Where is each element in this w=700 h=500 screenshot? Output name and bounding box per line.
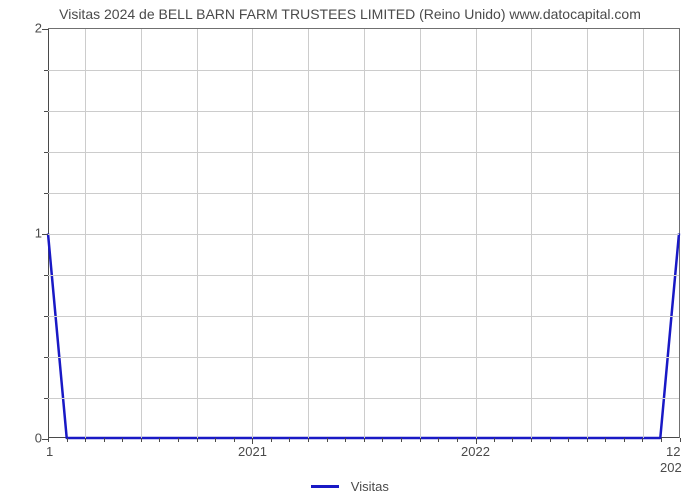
xtick-minor xyxy=(587,438,588,442)
ytick-minor xyxy=(44,152,48,153)
xtick-minor xyxy=(550,438,551,442)
ytick-major xyxy=(42,234,48,235)
xtick-minor xyxy=(661,438,662,442)
ytick-minor xyxy=(44,316,48,317)
xtick-minor xyxy=(438,438,439,442)
xtick-minor xyxy=(420,438,421,442)
xtick-minor xyxy=(85,438,86,442)
gridline-horizontal xyxy=(48,234,679,235)
gridline-horizontal xyxy=(48,275,679,276)
xtick-minor xyxy=(401,438,402,442)
ytick-minor xyxy=(44,398,48,399)
ytick-minor xyxy=(44,193,48,194)
xtick-minor xyxy=(327,438,328,442)
xtick-label: 2022 xyxy=(461,444,490,459)
xtick-minor xyxy=(382,438,383,442)
xaxis-right-end-label-2: 202 xyxy=(660,460,682,475)
plot-area xyxy=(48,28,680,438)
ytick-minor xyxy=(44,70,48,71)
xtick-minor xyxy=(178,438,179,442)
gridline-horizontal xyxy=(48,70,679,71)
chart-title: Visitas 2024 de BELL BARN FARM TRUSTEES … xyxy=(0,6,700,22)
xtick-minor xyxy=(531,438,532,442)
xtick-minor xyxy=(141,438,142,442)
xtick-minor xyxy=(624,438,625,442)
legend-swatch xyxy=(311,485,339,488)
xtick-minor xyxy=(680,438,681,442)
xtick-minor xyxy=(159,438,160,442)
gridline-horizontal xyxy=(48,152,679,153)
xtick-minor xyxy=(289,438,290,442)
xtick-minor xyxy=(364,438,365,442)
xtick-minor xyxy=(67,438,68,442)
gridline-horizontal xyxy=(48,398,679,399)
xaxis-left-end-label: 1 xyxy=(46,444,53,459)
xtick-minor xyxy=(271,438,272,442)
gridline-horizontal xyxy=(48,193,679,194)
xtick-minor xyxy=(494,438,495,442)
gridline-horizontal xyxy=(48,111,679,112)
xtick-minor xyxy=(122,438,123,442)
gridline-horizontal xyxy=(48,357,679,358)
chart-container: Visitas 2024 de BELL BARN FARM TRUSTEES … xyxy=(0,0,700,500)
xtick-minor xyxy=(234,438,235,442)
xtick-minor xyxy=(642,438,643,442)
xtick-minor xyxy=(48,438,49,442)
xtick-minor xyxy=(345,438,346,442)
ytick-label: 0 xyxy=(12,431,42,446)
ytick-label: 2 xyxy=(12,21,42,36)
ytick-minor xyxy=(44,111,48,112)
xtick-minor xyxy=(215,438,216,442)
legend: Visitas xyxy=(0,478,700,494)
ytick-label: 1 xyxy=(12,226,42,241)
legend-label: Visitas xyxy=(351,479,389,494)
ytick-major xyxy=(42,29,48,30)
gridline-horizontal xyxy=(48,316,679,317)
xtick-minor xyxy=(104,438,105,442)
ytick-minor xyxy=(44,275,48,276)
xaxis-right-end-label: 12 xyxy=(666,444,680,459)
xtick-label: 2021 xyxy=(238,444,267,459)
xtick-minor xyxy=(308,438,309,442)
xtick-minor xyxy=(605,438,606,442)
xtick-minor xyxy=(197,438,198,442)
xtick-minor xyxy=(512,438,513,442)
xtick-minor xyxy=(568,438,569,442)
xtick-minor xyxy=(457,438,458,442)
ytick-minor xyxy=(44,357,48,358)
